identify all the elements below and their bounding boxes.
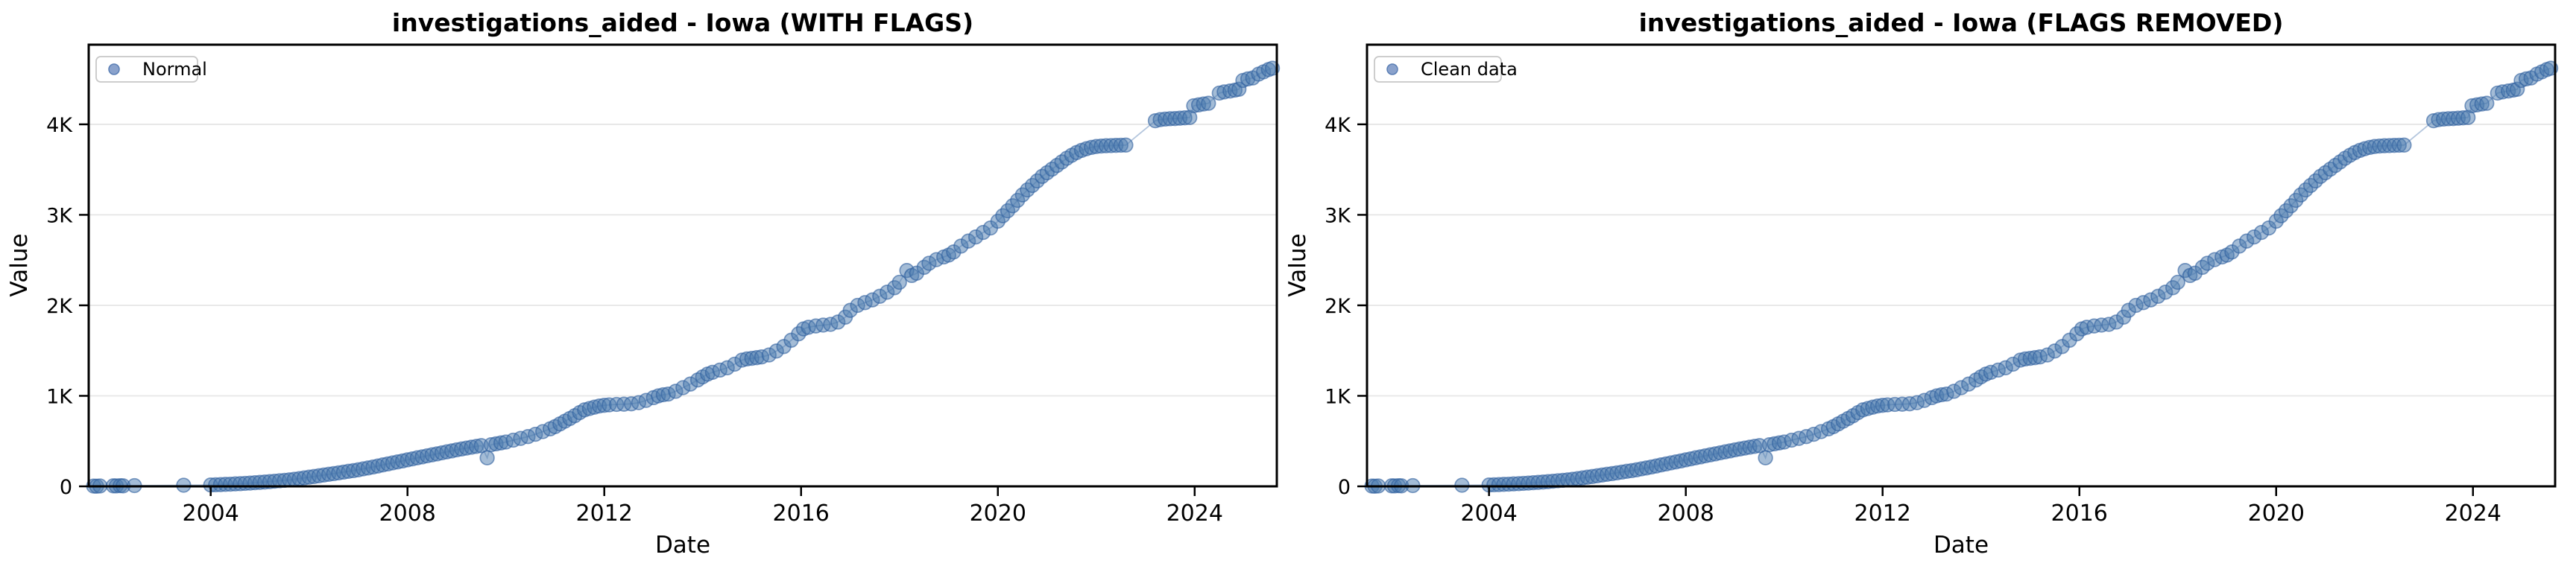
y-tick-label: 4K: [1325, 114, 1351, 137]
legend: Clean data: [1374, 56, 1518, 83]
x-tick-label: 2008: [1658, 500, 1714, 527]
legend-marker-icon: [108, 63, 120, 75]
y-axis-label: Value: [6, 233, 33, 296]
data-point: [479, 450, 495, 465]
x-tick-label: 2020: [970, 500, 1026, 527]
legend-box: [95, 56, 198, 83]
x-tick-label: 2024: [2445, 500, 2501, 527]
data-point: [1758, 450, 1773, 465]
x-tick-label: 2004: [1461, 500, 1518, 527]
data-point: [2396, 137, 2412, 153]
legend-box: [1374, 56, 1502, 83]
data-point: [1201, 95, 1216, 111]
x-tick-label: 2012: [1854, 500, 1911, 527]
y-tick-label: 3K: [1325, 204, 1351, 227]
data-point: [2170, 274, 2185, 290]
y-tick-label: 1K: [46, 385, 73, 408]
x-tick-label: 2012: [576, 500, 633, 527]
legend: Normal: [95, 56, 207, 83]
x-tick-label: 2024: [1167, 500, 1223, 527]
x-axis-label: Date: [1933, 532, 1989, 559]
chart-title: investigations_aided - Iowa (WITH FLAGS): [392, 8, 973, 37]
axes-spines: [1366, 43, 2557, 488]
x-tick-label: 2016: [2051, 500, 2108, 527]
y-tick-label: 0: [60, 476, 72, 499]
data-point: [891, 274, 907, 290]
axes-left: 2004 2008 2012 2016 2020 2024 0 1K 2K 3K 4K: [46, 43, 1281, 527]
y-tick-label: 0: [1338, 476, 1351, 499]
x-axis-label: Date: [655, 532, 710, 559]
data-connector-line: [93, 67, 1273, 487]
plot-with-flags: 2004 2008 2012 2016 2020 2024 0 1K 2K 3K 4K invest…: [6, 8, 1281, 559]
chart-title: investigations_aided - Iowa (FLAGS REMOV…: [1639, 8, 2284, 37]
data-connector-line: [1371, 67, 2551, 487]
x-tick-label: 2004: [183, 500, 239, 527]
plot-flags-removed: 2004 2008 2012 2016 2020 2024 0 1K 2K 3K 4K invest…: [1288, 8, 2559, 559]
y-tick-label: 4K: [46, 114, 73, 137]
data-point: [1118, 137, 1134, 153]
panel-flags-removed: 2004 2008 2012 2016 2020 2024 0 1K 2K 3K 4K invest…: [1288, 0, 2576, 572]
axes-spines: [87, 43, 1278, 488]
x-tick-label: 2008: [379, 500, 436, 527]
x-tick-label: 2016: [773, 500, 830, 527]
legend-label: Clean data: [1421, 59, 1518, 80]
axes-right: 2004 2008 2012 2016 2020 2024 0 1K 2K 3K 4K: [1325, 43, 2559, 527]
legend-label: Normal: [142, 59, 207, 80]
y-tick-label: 2K: [1325, 295, 1351, 318]
legend-marker-icon: [1386, 63, 1398, 75]
x-tick-label: 2020: [2248, 500, 2305, 527]
y-tick-label: 1K: [1325, 385, 1351, 408]
y-tick-label: 2K: [46, 295, 73, 318]
data-point: [2479, 95, 2495, 111]
panel-with-flags: 2004 2008 2012 2016 2020 2024 0 1K 2K 3K 4K invest…: [6, 8, 1281, 559]
y-axis-label: Value: [1288, 233, 1311, 296]
y-tick-label: 3K: [46, 204, 73, 227]
